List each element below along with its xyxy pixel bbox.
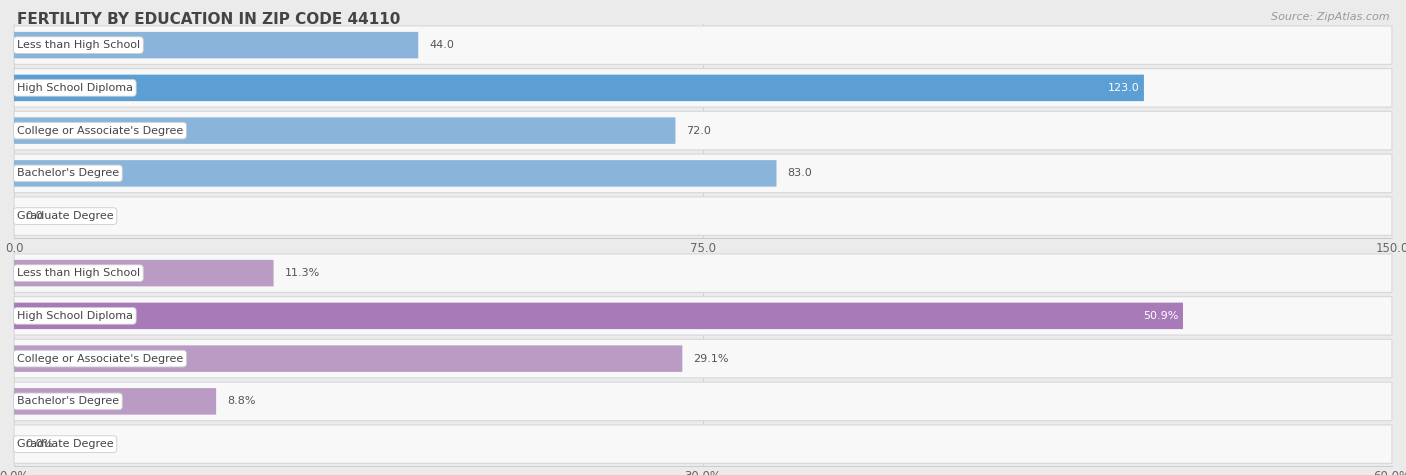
Text: 11.3%: 11.3% — [284, 268, 319, 278]
FancyBboxPatch shape — [14, 303, 1182, 329]
FancyBboxPatch shape — [14, 254, 1392, 293]
Text: Source: ZipAtlas.com: Source: ZipAtlas.com — [1271, 12, 1389, 22]
FancyBboxPatch shape — [14, 260, 274, 286]
FancyBboxPatch shape — [14, 339, 1392, 378]
FancyBboxPatch shape — [14, 425, 1392, 464]
FancyBboxPatch shape — [14, 117, 675, 144]
Text: Graduate Degree: Graduate Degree — [17, 211, 114, 221]
Text: College or Associate's Degree: College or Associate's Degree — [17, 353, 183, 364]
FancyBboxPatch shape — [14, 197, 1392, 236]
Text: 29.1%: 29.1% — [693, 353, 728, 364]
FancyBboxPatch shape — [14, 382, 1392, 421]
Text: Graduate Degree: Graduate Degree — [17, 439, 114, 449]
Text: College or Associate's Degree: College or Associate's Degree — [17, 125, 183, 136]
Text: 50.9%: 50.9% — [1143, 311, 1178, 321]
Text: 0.0: 0.0 — [25, 211, 42, 221]
FancyBboxPatch shape — [14, 296, 1392, 335]
Text: FERTILITY BY EDUCATION IN ZIP CODE 44110: FERTILITY BY EDUCATION IN ZIP CODE 44110 — [17, 12, 401, 27]
Text: High School Diploma: High School Diploma — [17, 311, 132, 321]
Text: Less than High School: Less than High School — [17, 268, 141, 278]
FancyBboxPatch shape — [14, 154, 1392, 193]
FancyBboxPatch shape — [14, 26, 1392, 65]
FancyBboxPatch shape — [14, 388, 217, 415]
Text: High School Diploma: High School Diploma — [17, 83, 132, 93]
Text: 0.0%: 0.0% — [25, 439, 53, 449]
Text: 72.0: 72.0 — [686, 125, 711, 136]
FancyBboxPatch shape — [14, 112, 1392, 150]
Text: 44.0: 44.0 — [429, 40, 454, 50]
FancyBboxPatch shape — [14, 75, 1144, 101]
FancyBboxPatch shape — [14, 345, 682, 372]
FancyBboxPatch shape — [14, 160, 776, 187]
Text: Less than High School: Less than High School — [17, 40, 141, 50]
Text: Bachelor's Degree: Bachelor's Degree — [17, 396, 120, 407]
Text: Bachelor's Degree: Bachelor's Degree — [17, 168, 120, 179]
FancyBboxPatch shape — [14, 69, 1392, 107]
Text: 83.0: 83.0 — [787, 168, 813, 179]
Text: 123.0: 123.0 — [1108, 83, 1140, 93]
Text: 8.8%: 8.8% — [228, 396, 256, 407]
FancyBboxPatch shape — [14, 32, 418, 58]
